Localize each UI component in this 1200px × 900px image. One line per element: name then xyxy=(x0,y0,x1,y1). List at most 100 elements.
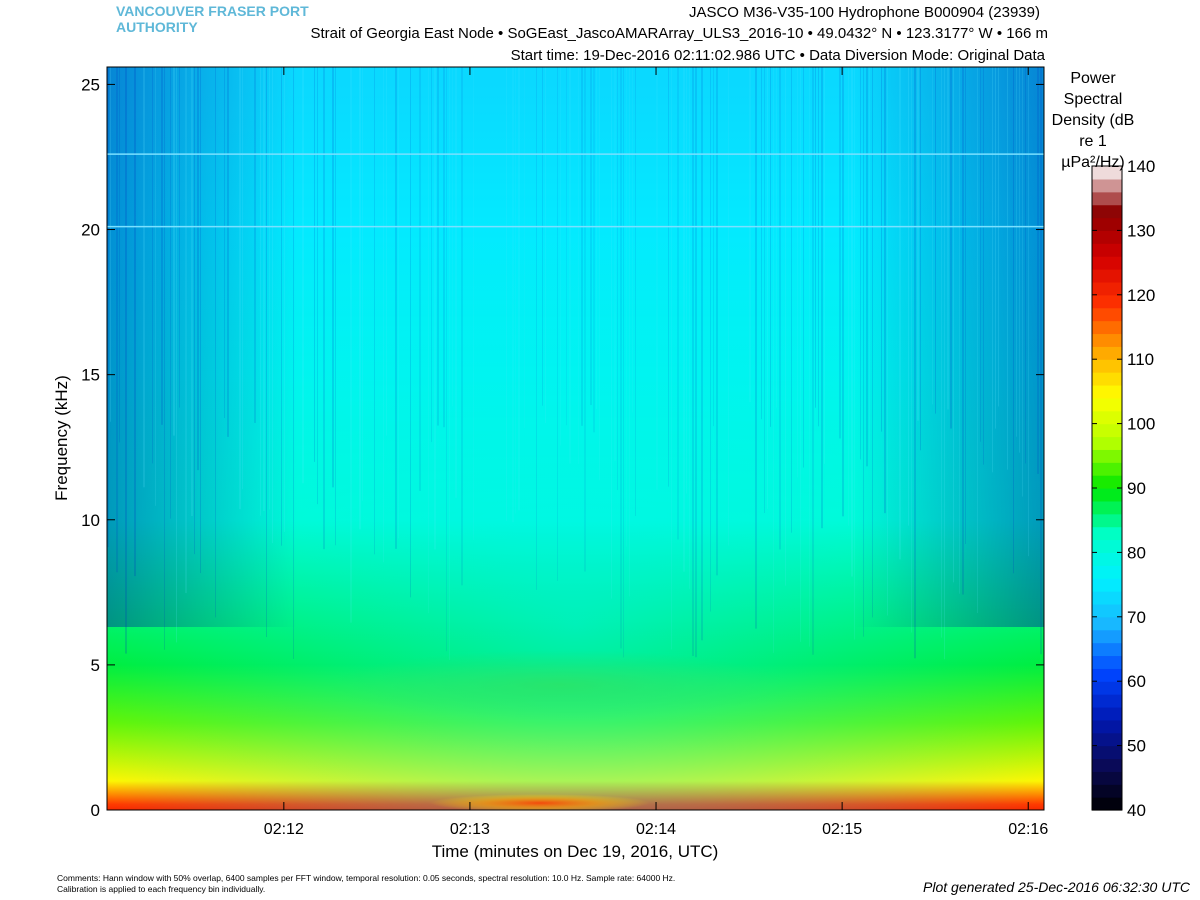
spectrogram-streak xyxy=(812,67,814,655)
spectrogram-streak xyxy=(590,67,592,406)
plot-subtitle-start-time: Start time: 19-Dec-2016 02:11:02.986 UTC… xyxy=(510,47,1045,64)
plot-generated-timestamp: Plot generated 25-Dec-2016 06:32:30 UTC xyxy=(923,879,1190,895)
spectrogram-streak xyxy=(776,67,777,408)
colorbar-band xyxy=(1092,771,1122,785)
spectrogram-streak xyxy=(302,67,304,484)
spectrogram-streak xyxy=(620,67,622,649)
spectrogram-streak xyxy=(155,67,156,506)
spectrogram-streak xyxy=(818,67,819,427)
spectrogram-streak xyxy=(815,67,816,408)
x-tick-label: 02:16 xyxy=(1008,821,1048,838)
spectrogram-streak xyxy=(518,67,520,511)
colorbar-band xyxy=(1092,397,1122,412)
spectrogram-streak xyxy=(884,67,886,514)
spectrogram-streak xyxy=(443,67,445,428)
y-axis-label: Frequency (kHz) xyxy=(52,375,71,501)
spectrogram-streak xyxy=(977,67,978,614)
spectrogram-streak xyxy=(314,67,315,462)
colorbar-band xyxy=(1092,333,1122,347)
spectrogram-streak xyxy=(716,67,718,576)
colorbar-tick-label: 70 xyxy=(1127,608,1146,627)
spectrogram-streak xyxy=(980,67,981,442)
spectrogram-streak xyxy=(881,67,882,432)
spectrogram-streak xyxy=(293,67,294,659)
spectrogram-streak xyxy=(941,67,942,638)
spectrogram-streak xyxy=(692,67,694,656)
spectrogram-streak xyxy=(851,67,853,577)
spectrogram-streak xyxy=(506,67,507,521)
spectrogram-streak xyxy=(194,67,195,555)
spectrogram-streak xyxy=(944,67,945,660)
spectrogram-streak xyxy=(515,67,516,514)
spectrogram-streak xyxy=(260,67,261,516)
spectrogram-streak xyxy=(431,67,432,443)
colorbar-band xyxy=(1092,178,1122,193)
y-tick-label: 10 xyxy=(81,511,100,530)
comments-footnote: Comments: Hann window with 50% overlap, … xyxy=(57,873,676,883)
spectrogram-streak xyxy=(800,67,801,642)
spectrogram-streak xyxy=(134,67,136,577)
organization-name-line2: AUTHORITY xyxy=(116,19,198,35)
spectrogram-streak xyxy=(911,67,912,633)
spectrogram-streak xyxy=(848,67,849,526)
spectrogram-streak xyxy=(197,67,199,471)
spectrogram-streak xyxy=(749,67,751,403)
colorbar-band xyxy=(1092,578,1122,592)
spectrogram-streak xyxy=(161,67,163,425)
colorbar-band xyxy=(1092,616,1122,631)
spectrogram-streak xyxy=(383,67,384,563)
spectrogram-streak xyxy=(545,67,546,424)
spectrogram-streak xyxy=(770,67,771,427)
spectrogram-streak xyxy=(362,67,363,501)
colorbar-band xyxy=(1092,256,1122,270)
spectrogram-streak xyxy=(578,67,579,464)
colorbar-band xyxy=(1092,732,1122,747)
spectrogram-streak xyxy=(797,67,798,478)
colorbar-band xyxy=(1092,513,1122,528)
spectrogram-streak xyxy=(410,67,411,598)
spectrogram-streak xyxy=(860,67,861,460)
spectrogram-streak xyxy=(215,67,216,618)
spectrogram-streak xyxy=(1040,67,1042,655)
spectrogram-streak xyxy=(773,67,774,653)
spectrogram-streak xyxy=(461,67,463,586)
colorbar-tick-label: 120 xyxy=(1127,286,1155,305)
colorbar-tick-label: 40 xyxy=(1127,801,1146,820)
colorbar-band xyxy=(1092,243,1122,257)
colorbar-band xyxy=(1092,719,1122,734)
spectrogram-streak xyxy=(914,67,916,659)
spectrogram-streak xyxy=(863,67,864,637)
colorbar-title-line3: Density (dB xyxy=(1051,112,1135,129)
colorbar-tick-label: 50 xyxy=(1127,737,1146,756)
colorbar-band xyxy=(1092,784,1122,798)
spectrogram-streak xyxy=(764,67,765,514)
colorbar-band xyxy=(1092,410,1122,425)
y-tick-label: 0 xyxy=(91,801,100,820)
spectrogram-streak xyxy=(869,67,870,450)
colorbar-band xyxy=(1092,384,1122,399)
colorbar-band xyxy=(1092,552,1122,566)
spectrogram-streak xyxy=(560,67,561,446)
spectrogram-streak xyxy=(959,67,960,594)
spectrogram-left-dark-region xyxy=(107,67,297,627)
colorbar-band xyxy=(1092,526,1122,541)
spectrogram-streak xyxy=(152,67,153,464)
plot-subtitle-location: Strait of Georgia East Node • SoGEast_Ja… xyxy=(310,25,1048,42)
spectrogram-streak xyxy=(821,67,823,529)
colorbar-band xyxy=(1092,797,1122,811)
spectrogram-streak xyxy=(899,67,901,560)
colorbar-band xyxy=(1092,694,1122,708)
spectrogram-streak xyxy=(668,67,669,487)
spectrogram-streak xyxy=(950,67,952,429)
colorbar-band xyxy=(1092,436,1122,450)
spectrogram-streak xyxy=(242,67,243,490)
colorbar-tick-label: 140 xyxy=(1127,157,1155,176)
x-tick-label: 02:15 xyxy=(822,821,862,838)
colorbar-title: Power Spectral Density (dB re 1 µPa²/Hz) xyxy=(1050,68,1136,173)
spectrogram-streak xyxy=(395,67,397,549)
colorbar-tick-label: 130 xyxy=(1127,221,1155,240)
spectrogram-streak xyxy=(428,67,429,614)
colorbar-band xyxy=(1092,655,1122,669)
spectrogram-streak xyxy=(173,67,175,436)
